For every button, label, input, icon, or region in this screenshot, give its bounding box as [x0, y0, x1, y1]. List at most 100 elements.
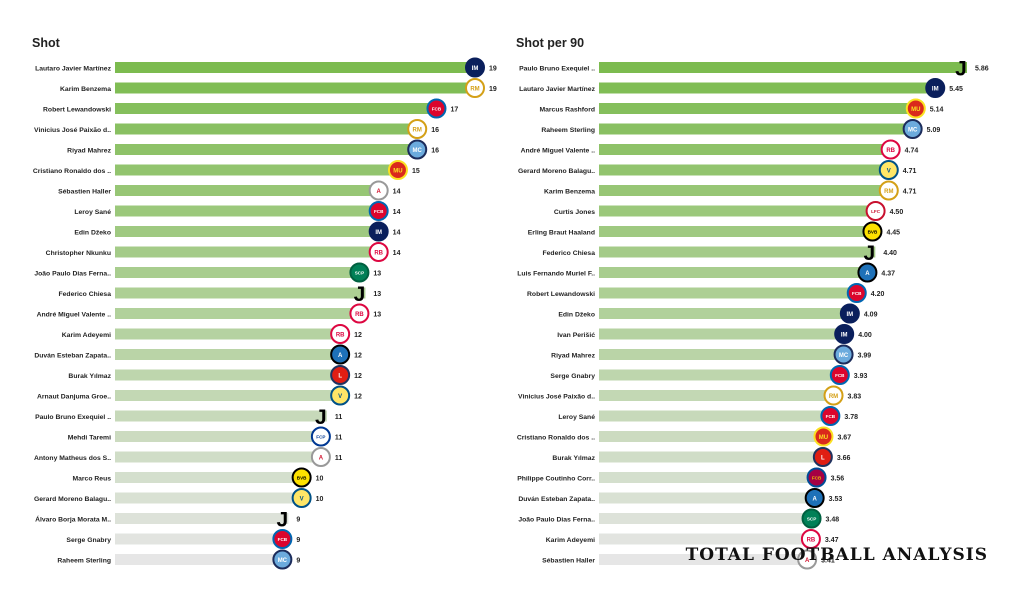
- shot-per-90-category-label: Serge Gnabry: [550, 373, 595, 380]
- shot-category-label: Duván Esteban Zapata..: [34, 353, 111, 360]
- real-madrid-icon: RM: [407, 119, 428, 139]
- shot-chart-title: Shot: [32, 36, 60, 50]
- svg-text:IM: IM: [847, 312, 854, 318]
- shot-per-90-value-label: 3.83: [848, 394, 862, 401]
- shot-per-90-value-label: 3.93: [854, 373, 868, 380]
- bayern-icon: FCB: [829, 365, 850, 385]
- shot-per-90-bar: [599, 410, 837, 422]
- svg-text:A: A: [338, 353, 343, 359]
- svg-text:FCB: FCB: [432, 106, 442, 111]
- shot-per-90-category-label: Paulo Bruno Exequiel ..: [519, 66, 595, 73]
- svg-text:FCP: FCP: [316, 434, 325, 439]
- svg-text:SCP: SCP: [807, 516, 816, 521]
- shot-per-90-category-label: Lautaro Javier Martínez: [519, 86, 596, 93]
- shot-per-90-category-label: Ivan Perišić: [557, 332, 595, 339]
- shot-per-90-value-label: 4.00: [858, 332, 872, 339]
- shot-per-90-category-label: Sébastien Haller: [542, 558, 595, 565]
- shot-per-90-chart-svg: Paulo Bruno Exequiel .. J 5.86 Lautaro Javi…: [517, 58, 989, 570]
- svg-text:L: L: [338, 373, 342, 379]
- shot-per-90-value-label: 4.20: [871, 291, 885, 298]
- shot-per-90-bar: [599, 533, 817, 545]
- bayern-icon: FCB: [272, 529, 293, 549]
- shot-per-90-category-label: Cristiano Ronaldo dos ..: [517, 435, 595, 442]
- shot-per-90-bar: [599, 103, 922, 114]
- lille-icon: L: [812, 447, 833, 467]
- shot-value-label: 13: [373, 291, 381, 298]
- shot-value-label: 11: [335, 435, 343, 442]
- shot-category-label: Karim Benzema: [60, 86, 111, 93]
- svg-text:MC: MC: [839, 353, 849, 359]
- svg-text:MU: MU: [393, 168, 402, 174]
- svg-text:V: V: [338, 394, 342, 400]
- shot-value-label: 12: [354, 394, 362, 401]
- shot-per-90-category-label: Duván Esteban Zapata..: [518, 496, 595, 503]
- svg-text:V: V: [300, 496, 304, 502]
- salzburg-icon: RB: [330, 324, 351, 344]
- shot-per-90-value-label: 4.50: [890, 209, 904, 216]
- shot-bar: [115, 103, 443, 114]
- shot-value-label: 9: [296, 517, 300, 524]
- shot-category-label: João Paulo Dias Ferna..: [34, 271, 111, 278]
- svg-text:MC: MC: [908, 127, 918, 133]
- barcelona-icon: FCB: [806, 467, 827, 488]
- shot-bar: [115, 62, 481, 73]
- shot-per-90-bar: [599, 513, 818, 524]
- svg-text:IM: IM: [375, 230, 382, 236]
- shot-per-90-value-label: 3.99: [858, 353, 872, 360]
- svg-text:J: J: [955, 58, 967, 81]
- shot-per-90-bar: [599, 123, 919, 135]
- shot-per-90-category-label: Raheem Sterling: [541, 127, 595, 134]
- shot-bar: [115, 492, 308, 504]
- atalanta-icon: A: [857, 262, 878, 283]
- shot-bar: [115, 554, 289, 565]
- shot-per-90-chart-title: Shot per 90: [516, 36, 585, 50]
- shot-per-90-chart: Shot per 90 Paulo Bruno Exequiel .. J 5.86…: [512, 0, 1024, 602]
- svg-text:RM: RM: [829, 394, 838, 400]
- svg-text:FCB: FCB: [374, 209, 384, 214]
- shot-per-90-value-label: 5.45: [949, 86, 963, 93]
- svg-text:FCB: FCB: [835, 373, 845, 378]
- bayern-icon: FCB: [368, 201, 389, 221]
- watermark-logo: TOTAL FOOTBALL ANALYSIS: [685, 545, 988, 565]
- shot-bar: [115, 123, 424, 135]
- shot-bar: [115, 533, 289, 545]
- shot-category-label: Gerard Moreno Balagu..: [34, 496, 111, 503]
- shot-category-label: Álvaro Borja Morata M..: [35, 515, 111, 524]
- shot-per-90-category-label: João Paulo Dias Ferna..: [518, 517, 595, 524]
- shot-bar: [115, 308, 366, 319]
- shot-per-90-category-label: Karim Adeyemi: [546, 537, 595, 544]
- shot-per-90-category-label: Philippe Coutinho Corr..: [517, 476, 595, 483]
- real-madrid-icon: RM: [823, 385, 844, 406]
- shot-value-label: 17: [450, 107, 458, 114]
- shot-category-label: Federico Chiesa: [58, 291, 111, 298]
- ajax-icon: A: [797, 549, 818, 570]
- shot-per-90-value-label: 3.66: [837, 455, 851, 462]
- ajax-icon: A: [310, 447, 331, 467]
- shot-per-90-value-label: 3.48: [826, 517, 840, 524]
- svg-text:MU: MU: [911, 107, 920, 113]
- shot-bar: [115, 226, 385, 237]
- svg-text:L: L: [821, 455, 825, 461]
- porto-icon: FCP: [310, 426, 331, 447]
- shot-bar: [115, 513, 289, 524]
- shot-per-90-value-label: 4.74: [905, 148, 919, 155]
- shot-bar: [115, 410, 327, 422]
- svg-text:A: A: [319, 455, 324, 461]
- villarreal-icon: V: [291, 488, 312, 508]
- svg-text:A: A: [865, 271, 870, 277]
- shot-per-90-bar: [599, 205, 882, 217]
- shot-per-90-value-label: 3.53: [829, 496, 843, 503]
- shot-bar: [115, 472, 308, 483]
- shot-per-90-bar: [599, 431, 830, 442]
- inter-icon: IM: [925, 78, 946, 98]
- ajax-icon: A: [368, 180, 389, 201]
- shot-per-90-bar: [599, 472, 823, 483]
- dortmund-icon: BVB: [291, 467, 312, 488]
- shot-per-90-bar: [599, 82, 942, 94]
- shot-category-label: Serge Gnabry: [66, 537, 111, 544]
- shot-category-label: Lautaro Javier Martínez: [35, 66, 112, 73]
- shot-category-label: Arnaut Danjuma Groe..: [37, 394, 111, 401]
- shot-per-90-value-label: 4.71: [903, 168, 917, 175]
- shot-per-90-value-label: 3.56: [831, 476, 845, 483]
- bayern-icon: FCB: [426, 98, 447, 119]
